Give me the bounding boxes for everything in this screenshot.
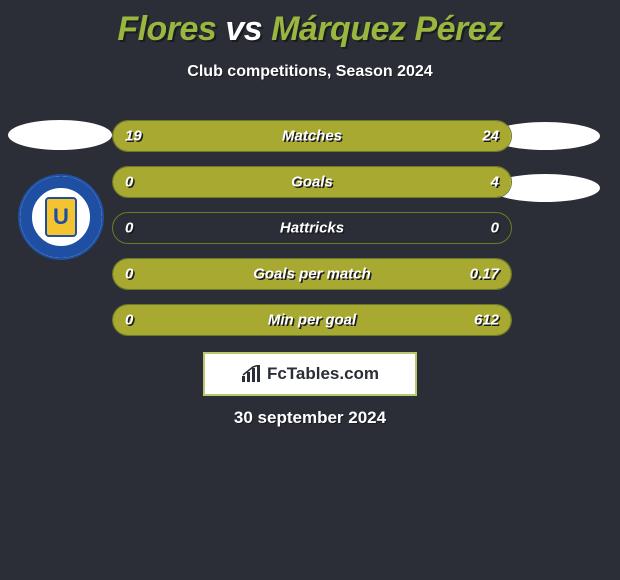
chart-bars-icon — [241, 365, 263, 383]
stat-row: 0 0 Hattricks — [112, 212, 512, 244]
stat-value-p1: 0 — [125, 220, 133, 237]
stat-row: 0 0.17 Goals per match — [112, 258, 512, 290]
stat-value-p1: 0 — [125, 174, 133, 191]
badge-shield: U — [45, 197, 77, 237]
stat-value-p1: 19 — [125, 128, 142, 145]
stat-label: Min per goal — [268, 312, 356, 329]
player1-club-badge: U — [18, 174, 104, 260]
player1-name: Flores — [117, 10, 216, 48]
comparison-title: Flores vs Márquez Pérez — [0, 0, 620, 49]
date-text: 30 september 2024 — [0, 408, 620, 428]
stat-value-p1: 0 — [125, 266, 133, 283]
stat-value-p2: 24 — [482, 128, 499, 145]
brand-box: FcTables.com — [203, 352, 417, 396]
stat-label: Hattricks — [280, 220, 344, 237]
stats-container: 19 24 Matches 0 4 Goals 0 0 Hattricks 0 0.17 Goals … — [112, 120, 512, 350]
badge-letter: U — [53, 204, 69, 230]
stat-value-p2: 612 — [474, 312, 499, 329]
stat-value-p2: 4 — [491, 174, 499, 191]
stat-value-p1: 0 — [125, 312, 133, 329]
subtitle: Club competitions, Season 2024 — [0, 63, 620, 81]
stat-row: 0 4 Goals — [112, 166, 512, 198]
vs-text: vs — [225, 10, 262, 48]
stat-label: Goals — [291, 174, 333, 191]
stat-row: 19 24 Matches — [112, 120, 512, 152]
brand-text: FcTables.com — [267, 364, 379, 384]
player2-name: Márquez Pérez — [271, 10, 503, 48]
left-column: U — [8, 120, 112, 260]
stat-row: 0 612 Min per goal — [112, 304, 512, 336]
stat-label: Matches — [282, 128, 342, 145]
stat-label: Goals per match — [253, 266, 371, 283]
player1-flag — [8, 120, 112, 150]
stat-value-p2: 0 — [491, 220, 499, 237]
stat-value-p2: 0.17 — [470, 266, 499, 283]
